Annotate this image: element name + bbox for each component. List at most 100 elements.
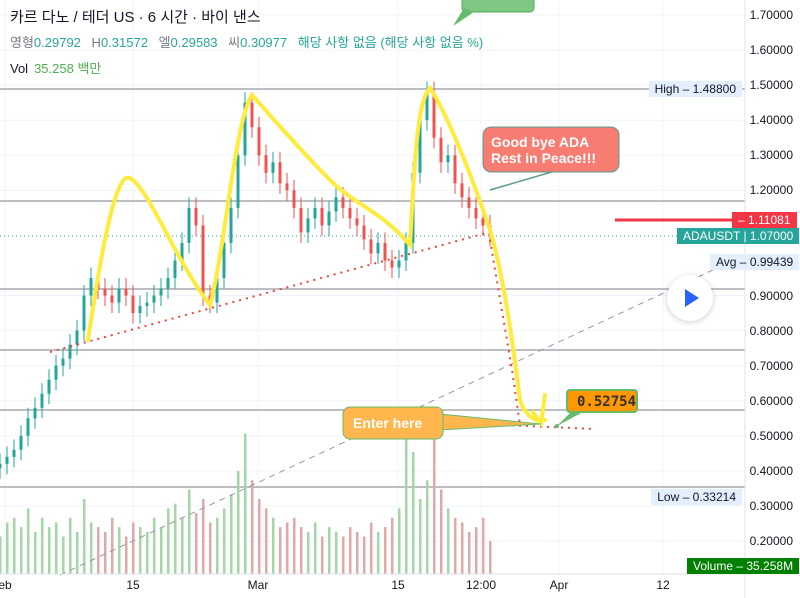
candle-body	[40, 393, 44, 408]
volume-bar	[433, 424, 436, 574]
candle-body	[481, 218, 485, 226]
volume-bar	[370, 522, 373, 574]
volume-bar	[342, 536, 345, 574]
close-label: 씨	[228, 35, 241, 50]
candle-body	[355, 218, 359, 226]
candle-body	[19, 435, 23, 450]
low-tag: Low – 0.33214	[651, 489, 742, 505]
candle-body	[194, 207, 198, 226]
volume-bar	[111, 517, 114, 574]
price-tick: 1.30000	[749, 148, 793, 163]
volume-bar	[321, 536, 324, 574]
avg-tag-value: 0.99439	[749, 255, 794, 269]
price-tick: 0.60000	[749, 393, 793, 408]
top-callout[interactable]	[453, 0, 535, 26]
price-tick: 0.50000	[749, 428, 793, 443]
volume-bar	[223, 508, 226, 574]
candle-body	[110, 295, 114, 303]
enter-callout[interactable]: Enter here	[342, 406, 542, 440]
candle-body	[439, 137, 443, 163]
time-tick: Mar	[247, 578, 269, 592]
candle-body	[187, 207, 191, 243]
candle-body	[446, 155, 450, 163]
candle-body	[26, 418, 30, 436]
candle-body	[320, 207, 324, 226]
volume-bar	[97, 527, 100, 574]
candle-body	[306, 218, 310, 233]
yellow-drawing[interactable]	[86, 84, 547, 429]
low-tag-label: Low	[657, 490, 680, 504]
candle-body	[201, 225, 205, 296]
volume-bar	[209, 522, 212, 574]
goodbye-line-2: Rest in Peace!!!	[491, 150, 596, 166]
volume-bar	[55, 522, 58, 574]
time-tick: 12:00	[465, 578, 497, 592]
volume-bar	[0, 536, 2, 574]
volume-bar	[244, 433, 247, 574]
price-tick: 0.30000	[749, 498, 793, 513]
volume-bar	[167, 508, 170, 574]
price-tick: 0.80000	[749, 323, 793, 338]
volume-bar	[293, 517, 296, 574]
volume-bar	[454, 517, 457, 574]
volume-bar	[153, 517, 156, 574]
candle-body	[425, 92, 429, 121]
symbol-tag-label: ADAUSDT	[683, 229, 741, 243]
volume-bar	[41, 517, 44, 574]
candle-body	[229, 207, 233, 243]
volume-bar	[237, 470, 240, 574]
candle-body	[383, 242, 387, 261]
open-label: 영형	[10, 35, 34, 50]
high-tag-label: High	[654, 82, 680, 96]
candle-body	[215, 278, 219, 303]
volume-bar	[475, 527, 478, 574]
high-value: 0.31572	[100, 35, 148, 50]
candle-body	[75, 330, 79, 345]
volume-bar	[384, 527, 387, 574]
candle-body	[173, 260, 177, 279]
candle-body	[180, 242, 184, 261]
price-tick: 1.50000	[749, 78, 793, 93]
volume-bar	[307, 531, 310, 574]
candle-body	[327, 211, 331, 226]
symbol-price-tag: ADAUSDT | 1.07000	[677, 228, 800, 244]
low-tag-value: 0.33214	[692, 490, 736, 504]
price-tick: 0.40000	[749, 463, 793, 478]
time-tick: eb	[0, 578, 12, 592]
candle-body	[0, 463, 2, 469]
time-tick: 15	[391, 578, 405, 592]
change-value: 해당 사항 없음 (해당 사항 없음 %)	[297, 35, 484, 50]
volume-bar	[83, 499, 86, 574]
volume-bar	[314, 522, 317, 574]
symbol-title[interactable]: 카르 다노 / 테더 US · 6 시간 · 바이 낸스	[10, 9, 261, 26]
volume-bar	[181, 517, 184, 574]
volume-bar	[286, 522, 289, 574]
price-tick: 0.20000	[749, 534, 793, 549]
candle-body	[264, 155, 268, 173]
candle-body	[145, 302, 149, 307]
volume-bar	[440, 489, 443, 574]
high-tag-value: 1.48800	[692, 82, 736, 96]
play-button[interactable]	[667, 275, 713, 321]
candle-body	[222, 242, 226, 279]
volume-bar	[230, 494, 233, 574]
volume-bar	[447, 508, 450, 574]
candle-body	[453, 155, 457, 184]
target-callout[interactable]: 0.52754	[555, 389, 638, 428]
volume-tag: Volume – 35.258M	[687, 558, 800, 574]
volume-bar	[272, 517, 275, 574]
volume-tag-value: 35.258M	[746, 559, 794, 573]
candle-body	[292, 190, 296, 208]
alert-price-tag[interactable]: – 1.11081	[732, 212, 797, 228]
goodbye-callout[interactable]: Good bye ADA Rest in Peace!!!	[482, 126, 620, 191]
candle-body	[54, 365, 58, 380]
support-trend-line[interactable]	[49, 231, 491, 353]
candle-body	[418, 120, 422, 173]
vol-label: Vol	[10, 61, 29, 76]
volume-bar	[356, 531, 359, 574]
volume-bar	[216, 517, 219, 574]
drop-dotted-line[interactable]	[489, 239, 521, 426]
volume-tag-label: Volume	[693, 559, 734, 573]
candle-body	[61, 358, 65, 366]
